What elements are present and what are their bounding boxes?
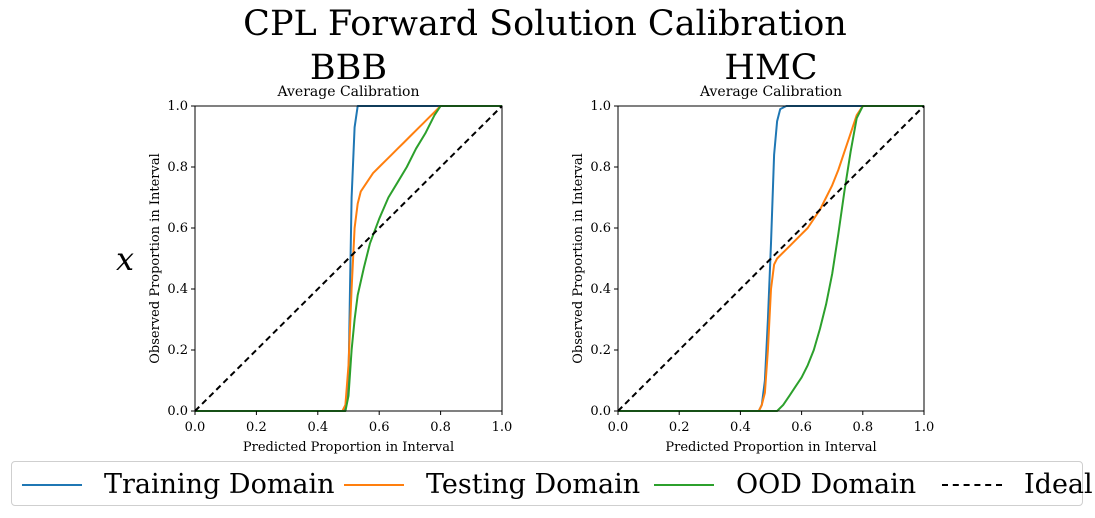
- x-tick-label: 0.2: [669, 420, 690, 435]
- series-group: [617, 105, 925, 412]
- series-line-testing: [195, 105, 502, 412]
- legend-swatch-ood: [654, 483, 714, 486]
- subplot-title: Average Calibration: [276, 84, 419, 100]
- y-tick-label: 0.0: [167, 404, 188, 419]
- y-tick-label: 0.6: [167, 221, 188, 236]
- y-axis-label: Observed Proportion in Interval: [571, 153, 586, 363]
- legend-label-ideal: Ideal: [1024, 469, 1093, 500]
- x-tick-label: 0.4: [307, 420, 328, 435]
- legend-swatch-training: [22, 483, 82, 486]
- x-axis-label: Predicted Proportion in Interval: [665, 440, 876, 455]
- legend-item-testing: Testing Domain: [344, 462, 640, 507]
- row-label: x: [116, 240, 134, 278]
- x-tick-label: 0.0: [608, 420, 629, 435]
- figure-title: CPL Forward Solution Calibration: [243, 4, 847, 44]
- y-tick-label: 0.4: [590, 282, 611, 297]
- x-tick-label: 0.4: [730, 420, 751, 435]
- legend: Training Domain Testing Domain OOD Domai…: [11, 461, 1093, 507]
- x-tick-label: 0.8: [430, 420, 451, 435]
- series-line-ood: [618, 105, 924, 412]
- axes-frame: [617, 105, 925, 412]
- series-line-ood: [195, 105, 502, 412]
- panel-title: HMC: [724, 48, 817, 88]
- legend-label-ood: OOD Domain: [736, 469, 917, 500]
- legend-label-testing: Testing Domain: [426, 469, 641, 500]
- legend-item-training: Training Domain: [22, 462, 335, 507]
- x-tick-label: 1.0: [492, 420, 513, 435]
- y-tick-label: 0.8: [167, 160, 188, 175]
- panel-title: BBB: [310, 48, 387, 88]
- x-axis-label: Predicted Proportion in Interval: [243, 440, 454, 455]
- x-tick-label: 0.8: [852, 420, 873, 435]
- legend-swatch-ideal: [942, 483, 1002, 486]
- y-tick-label: 0.2: [167, 343, 188, 358]
- series-line-ideal: [617, 105, 925, 412]
- series-line-testing: [618, 105, 924, 412]
- y-tick-label: 0.8: [590, 160, 611, 175]
- x-tick-label: 0.0: [185, 420, 206, 435]
- y-tick-label: 0.6: [590, 221, 611, 236]
- y-tick-label: 1.0: [167, 99, 188, 114]
- series-group: [194, 105, 503, 412]
- x-tick-label: 0.6: [369, 420, 390, 435]
- y-tick-label: 0.0: [590, 404, 611, 419]
- legend-swatch-testing: [344, 483, 404, 486]
- legend-item-ood: OOD Domain: [654, 462, 916, 507]
- subplot-title: Average Calibration: [699, 84, 842, 100]
- y-tick-label: 0.2: [590, 343, 611, 358]
- series-line-ideal: [194, 105, 503, 412]
- x-tick-label: 1.0: [914, 420, 935, 435]
- legend-item-ideal: Ideal: [942, 462, 1093, 507]
- y-tick-label: 1.0: [590, 99, 611, 114]
- x-tick-label: 0.2: [246, 420, 267, 435]
- x-tick-label: 0.6: [791, 420, 812, 435]
- axes-frame: [194, 105, 503, 412]
- y-axis-label: Observed Proportion in Interval: [148, 153, 163, 363]
- legend-label-training: Training Domain: [104, 469, 335, 500]
- y-tick-label: 0.4: [167, 282, 188, 297]
